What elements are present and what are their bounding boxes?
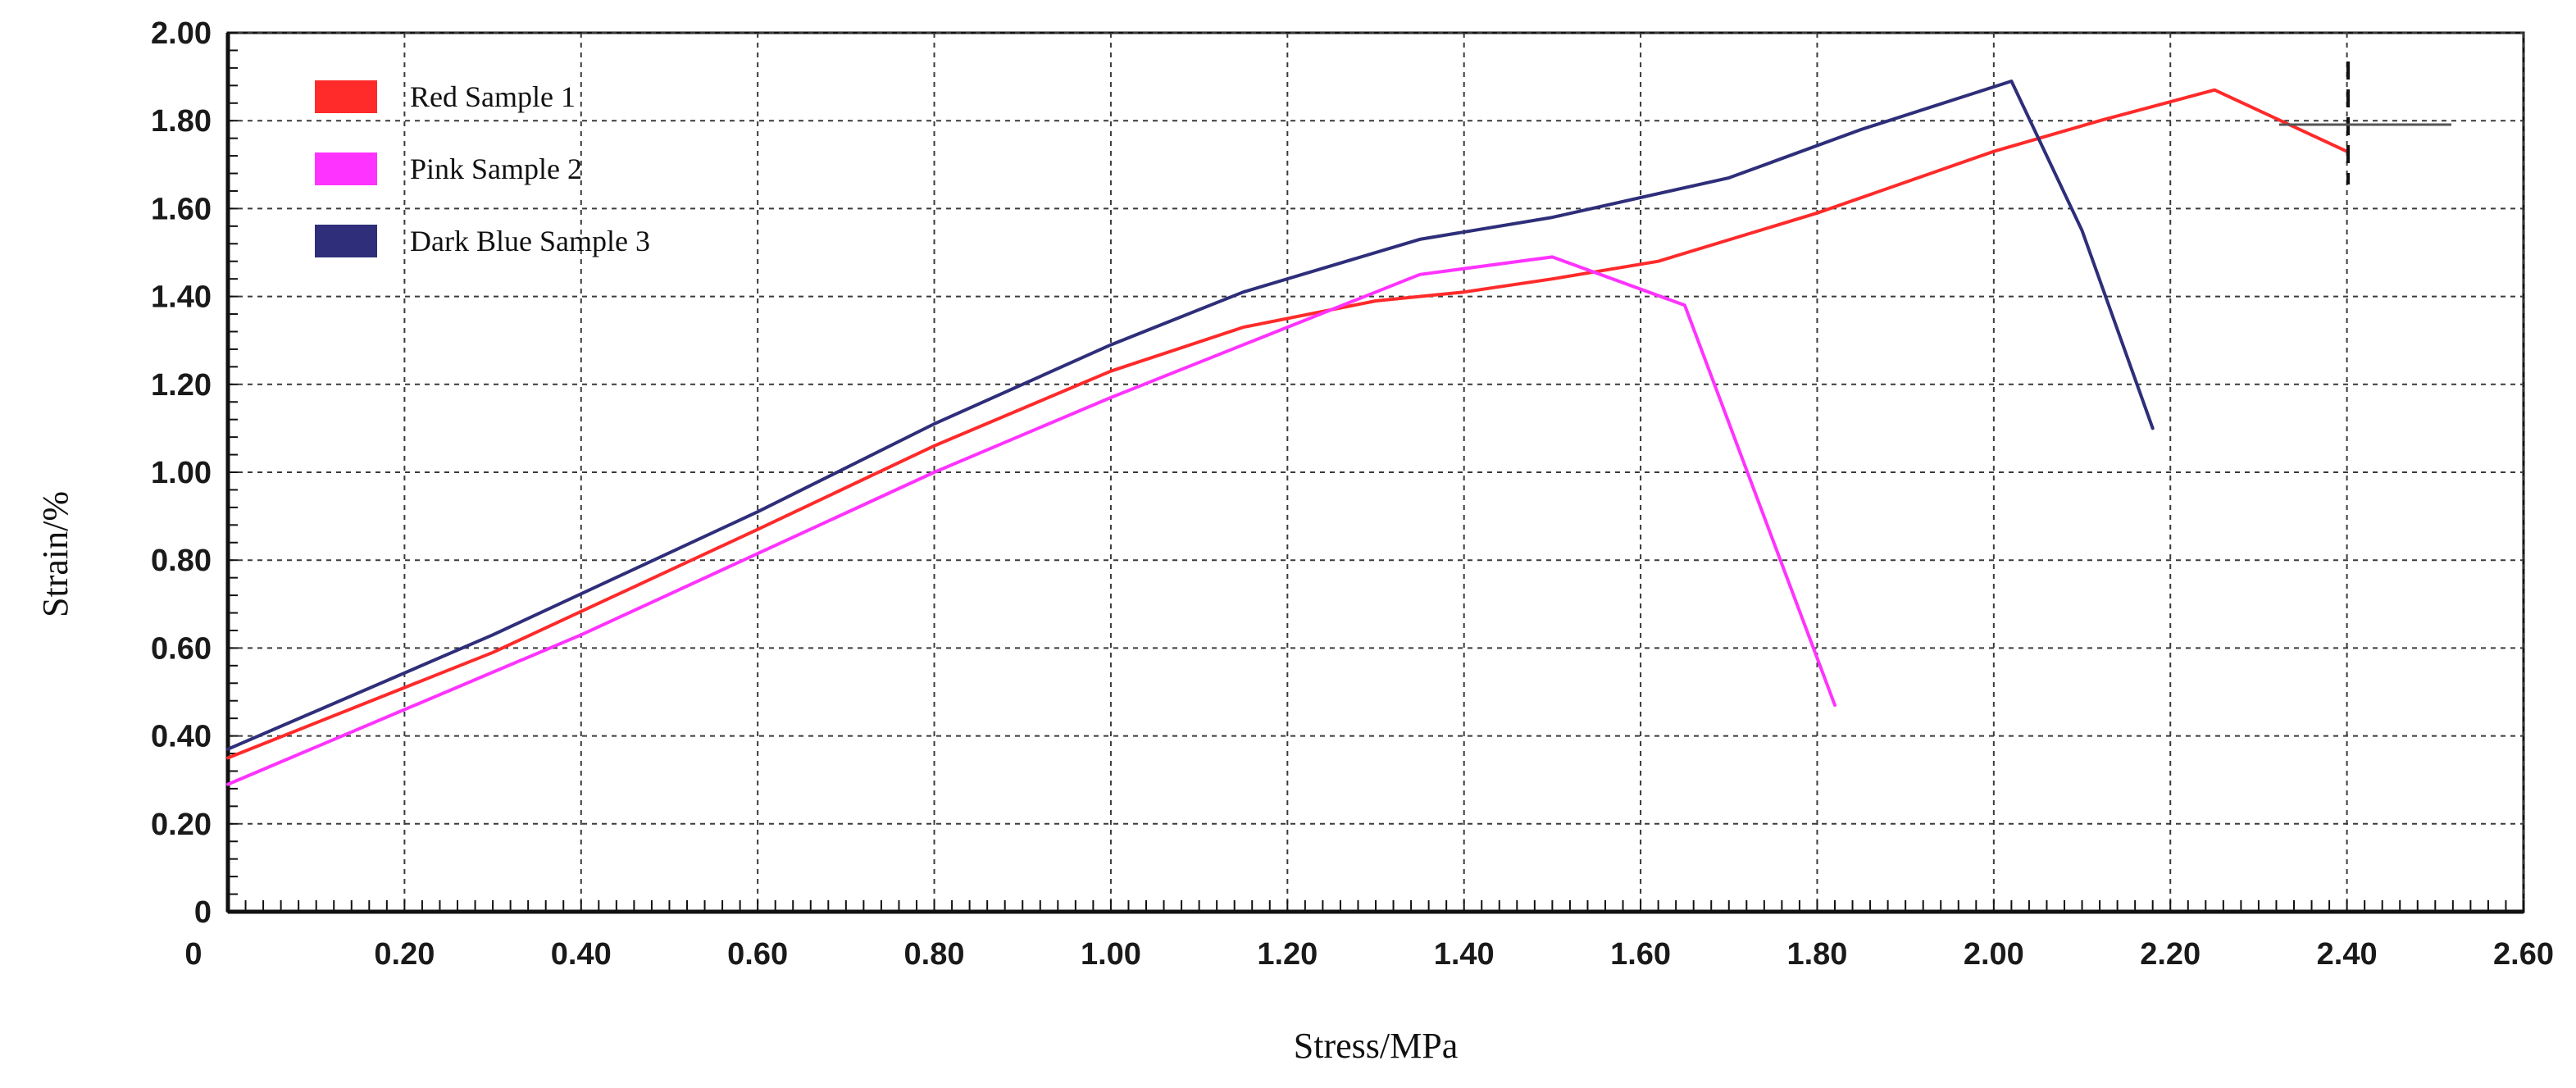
legend-label-red-sample-1: Red Sample 1 bbox=[410, 80, 576, 113]
legend-swatch-red-sample-1 bbox=[315, 80, 377, 113]
y-tick-label: 2.00 bbox=[151, 16, 212, 51]
x-tick-label: 2.60 bbox=[2493, 937, 2554, 972]
x-tick-label: 0.60 bbox=[727, 937, 788, 972]
y-axis-label: Strain/% bbox=[35, 491, 75, 617]
legend-label-dark-blue-sample-3: Dark Blue Sample 3 bbox=[410, 225, 650, 257]
legend: Red Sample 1 Pink Sample 2 Dark Blue Sampl… bbox=[315, 80, 650, 257]
y-tick-label: 1.80 bbox=[151, 104, 212, 139]
x-tick-label: 0.20 bbox=[374, 937, 435, 972]
x-tick-label: 2.20 bbox=[2140, 937, 2201, 972]
series-lines bbox=[226, 80, 2349, 786]
series-line-dark-blue-sample-3 bbox=[226, 80, 2155, 751]
x-tick-label: 1.60 bbox=[1610, 937, 1671, 972]
x-tick-label: 1.40 bbox=[1434, 937, 1495, 972]
x-tick-label: 0 bbox=[184, 937, 202, 972]
y-tick-label: 0.80 bbox=[151, 544, 212, 578]
x-tick-label: 0.80 bbox=[904, 937, 965, 972]
y-tick-label: 1.60 bbox=[151, 192, 212, 226]
x-tick-label: 2.00 bbox=[1964, 937, 2024, 972]
x-tick-label: 0.40 bbox=[551, 937, 612, 972]
x-tick-label: 2.40 bbox=[2317, 937, 2378, 972]
series-line-red-sample-1 bbox=[226, 88, 2349, 760]
y-tick-labels: 0 0.20 0.40 0.60 0.80 1.00 1.20 1.40 1.60 1.80 2.0… bbox=[151, 16, 212, 930]
y-tick-label: 1.40 bbox=[151, 280, 212, 315]
legend-swatch-pink-sample-2 bbox=[315, 153, 377, 185]
y-tick-label: 1.20 bbox=[151, 368, 212, 403]
grid-lines bbox=[228, 32, 2524, 912]
axes bbox=[225, 33, 2524, 914]
y-tick-label: 1.00 bbox=[151, 456, 212, 490]
y-tick-label: 0 bbox=[194, 895, 212, 930]
legend-label-pink-sample-2: Pink Sample 2 bbox=[410, 153, 582, 185]
legend-swatch-dark-blue-sample-3 bbox=[315, 225, 377, 257]
x-tick-label: 1.00 bbox=[1081, 937, 1141, 972]
y-tick-label: 0.40 bbox=[151, 720, 212, 754]
y-tick-label: 0.20 bbox=[151, 808, 212, 842]
x-axis-label: Stress/MPa bbox=[1294, 1026, 1458, 1066]
y-tick-label: 0.60 bbox=[151, 631, 212, 666]
x-tick-labels: 0 0.20 0.40 0.60 0.80 1.00 1.20 1.40 1.60 1.80 2.0… bbox=[184, 937, 2554, 972]
series-line-pink-sample-2 bbox=[226, 255, 1836, 786]
x-tick-label: 1.20 bbox=[1257, 937, 1318, 972]
x-tick-label: 1.80 bbox=[1786, 937, 1847, 972]
end-marker bbox=[2279, 61, 2451, 184]
